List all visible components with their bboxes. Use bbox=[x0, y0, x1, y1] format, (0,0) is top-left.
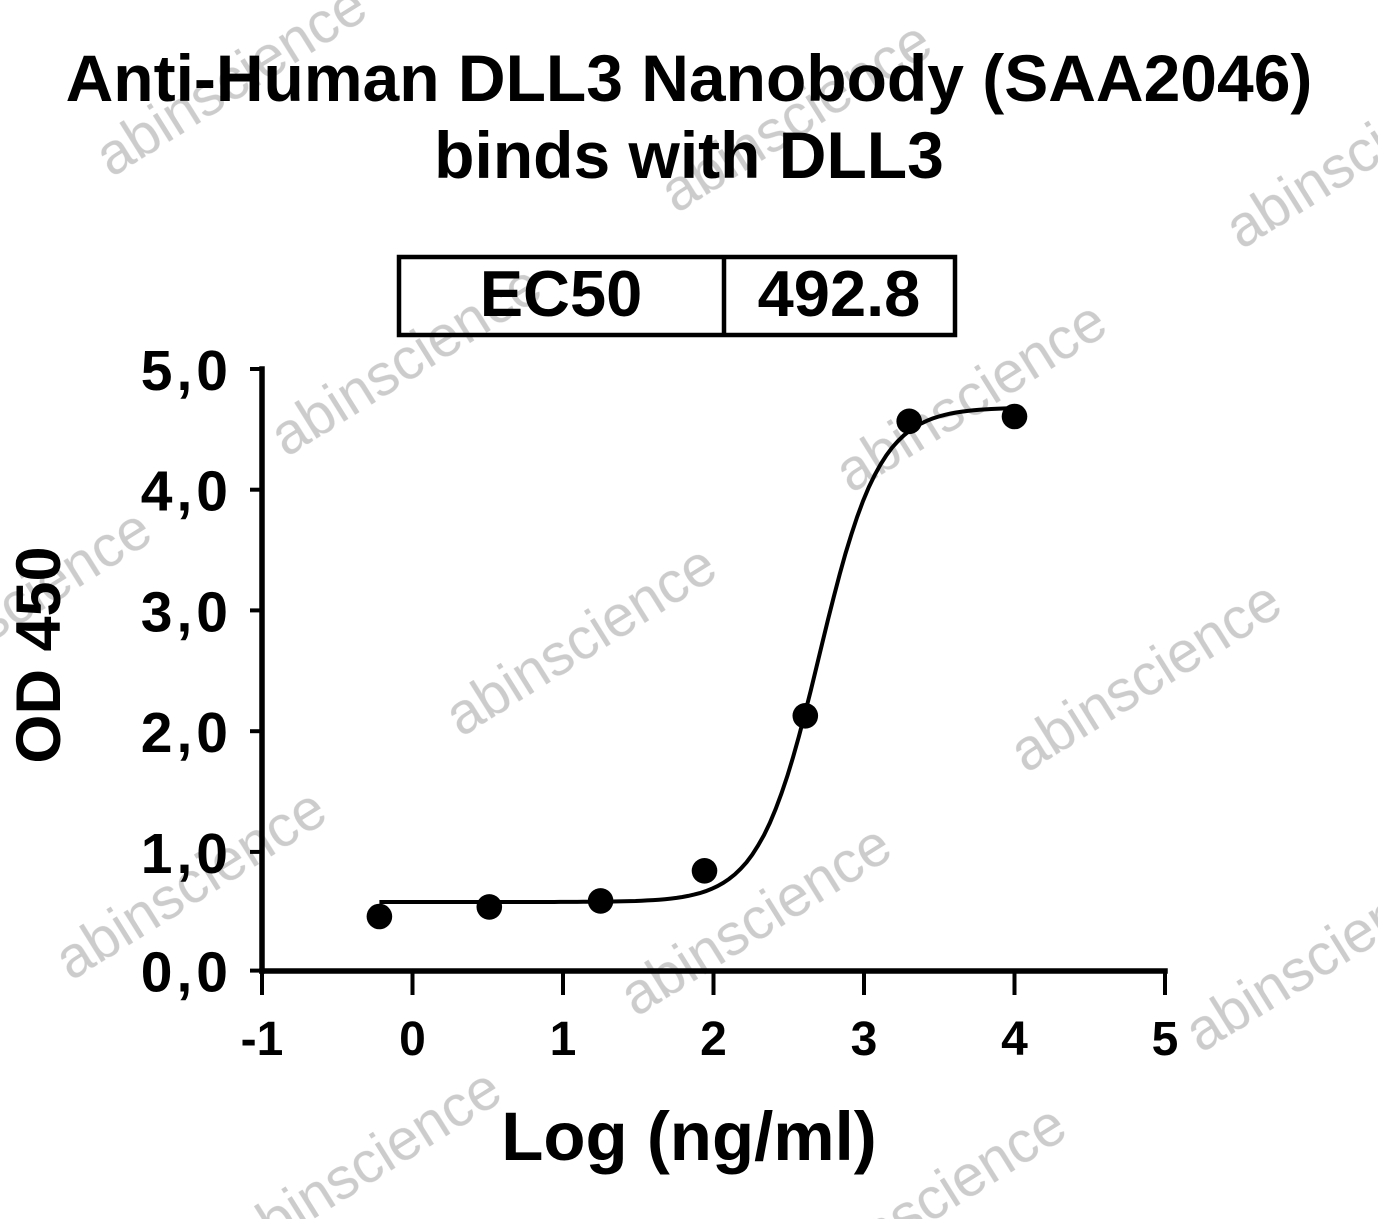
svg-text:0,0: 0,0 bbox=[141, 941, 232, 1005]
svg-text:Log (ng/ml): Log (ng/ml) bbox=[501, 1098, 877, 1175]
svg-text:0: 0 bbox=[399, 1013, 426, 1066]
svg-text:2: 2 bbox=[700, 1013, 727, 1066]
svg-text:EC50: EC50 bbox=[480, 257, 643, 330]
svg-text:5,0: 5,0 bbox=[141, 339, 232, 403]
svg-text:3,0: 3,0 bbox=[141, 580, 232, 644]
svg-text:3: 3 bbox=[851, 1013, 878, 1066]
svg-text:4,0: 4,0 bbox=[141, 460, 232, 524]
svg-text:Anti-Human DLL3 Nanobody (SAA2: Anti-Human DLL3 Nanobody (SAA2046) bbox=[66, 41, 1313, 115]
svg-text:1,0: 1,0 bbox=[141, 822, 232, 886]
svg-text:1: 1 bbox=[550, 1013, 577, 1066]
svg-text:492.8: 492.8 bbox=[758, 257, 921, 330]
svg-text:2,0: 2,0 bbox=[141, 701, 232, 765]
svg-text:5: 5 bbox=[1152, 1013, 1179, 1066]
svg-text:OD 450: OD 450 bbox=[4, 546, 74, 763]
svg-text:-1: -1 bbox=[241, 1013, 284, 1066]
svg-text:4: 4 bbox=[1001, 1013, 1028, 1066]
svg-text:binds with DLL3: binds with DLL3 bbox=[434, 118, 944, 192]
